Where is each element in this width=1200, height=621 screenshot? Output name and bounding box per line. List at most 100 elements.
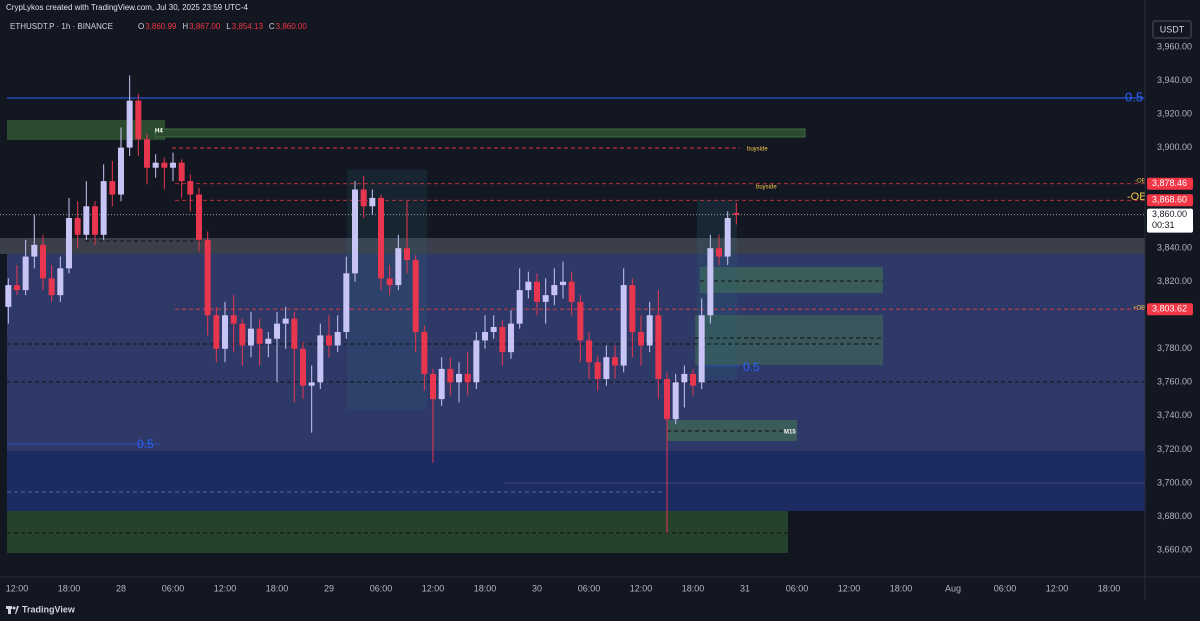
candle-body <box>91 206 98 235</box>
candle-body <box>421 332 428 374</box>
zone-blue <box>7 254 1145 451</box>
candle-body <box>412 259 419 333</box>
x-tick-label: 06:00 <box>786 583 809 593</box>
candle-body <box>256 328 263 344</box>
annotation: M15 <box>784 430 796 436</box>
annotation: 0.5 <box>137 437 154 451</box>
candle-body <box>395 248 402 286</box>
candle-body <box>464 373 471 383</box>
zone-dark-blue <box>7 451 1145 511</box>
zone-green <box>7 120 165 140</box>
last-price-label: 3,860.00 <box>1152 209 1187 219</box>
candle-body <box>629 285 636 333</box>
annotation: 0.5 <box>1125 89 1143 104</box>
candle-body <box>187 181 194 195</box>
candle-body <box>74 218 81 235</box>
currency: USDT <box>1160 24 1185 34</box>
candle-body <box>508 323 515 353</box>
ohlc-value: 3,854.13 <box>232 22 264 31</box>
x-tick-label: 18:00 <box>890 583 913 593</box>
candle-body <box>369 197 376 207</box>
countdown: 00:31 <box>1152 220 1175 230</box>
symbol: ETHUSDT.P · 1h · BINANCE <box>10 22 113 31</box>
candle-body <box>724 218 731 257</box>
candle-body <box>594 362 601 379</box>
candle-body <box>378 197 385 279</box>
candle-body <box>109 181 116 195</box>
x-tick-label: Aug <box>945 583 961 593</box>
x-tick-label: 31 <box>740 583 750 593</box>
candle-body <box>143 139 150 168</box>
brand: TradingView <box>22 604 76 614</box>
y-tick-label: 3,840.00 <box>1157 243 1192 253</box>
candle-body <box>230 315 237 324</box>
annotation: -OB <box>1135 179 1146 185</box>
y-tick-label: 3,940.00 <box>1157 75 1192 85</box>
candle-body <box>620 285 627 366</box>
candle-body <box>13 285 20 291</box>
candle-body <box>534 281 541 302</box>
ohlc-key: L <box>226 22 231 31</box>
ohlc-key: H <box>182 22 188 31</box>
y-tick-label: 3,660.00 <box>1157 544 1192 554</box>
zone-green <box>695 315 883 365</box>
candle-body <box>456 373 463 383</box>
x-tick-label: 18:00 <box>474 583 497 593</box>
candle-body <box>490 327 497 333</box>
credit: CrypLykos created with TradingView.com, … <box>6 3 248 12</box>
candle-body <box>716 248 723 257</box>
price-tag <box>1147 177 1193 190</box>
candle-body <box>178 162 185 182</box>
candle-body <box>646 315 653 346</box>
candle-body <box>117 147 124 195</box>
candle-body <box>499 327 506 353</box>
candle-body <box>430 373 437 400</box>
zone-green <box>154 128 806 138</box>
candle-body <box>707 248 714 316</box>
candle-body <box>291 318 298 349</box>
x-tick-label: 06:00 <box>162 583 185 593</box>
candle-body <box>525 281 532 291</box>
annotation: buyside <box>756 185 777 191</box>
candle-body <box>152 162 159 168</box>
candle-body <box>438 368 445 400</box>
x-tick-label: 18:00 <box>682 583 705 593</box>
candle-body <box>551 285 558 296</box>
candle-body <box>100 181 107 235</box>
candle-body <box>161 162 168 168</box>
ohlc-value: 3,867.00 <box>189 22 221 31</box>
candle-body <box>317 335 324 383</box>
candle-body <box>195 194 202 240</box>
y-tick-label: 3,680.00 <box>1157 511 1192 521</box>
candle-body <box>213 315 220 349</box>
price-tag <box>1147 303 1193 316</box>
annotation: 0.5 <box>743 360 760 374</box>
x-tick-label: 12:00 <box>1046 583 1069 593</box>
candles <box>5 75 740 534</box>
ohlc: O 3,860.99 H 3,867.00 L 3,854.13 C 3,860.00 <box>138 22 307 31</box>
candle-body <box>239 323 246 346</box>
candle-body <box>386 278 393 286</box>
candle-body <box>308 382 315 386</box>
candle-body <box>404 248 411 260</box>
zone-gray <box>0 238 1145 254</box>
levels <box>7 97 1145 534</box>
y-tick-label: 3,740.00 <box>1157 410 1192 420</box>
candle-body <box>577 301 584 341</box>
candle-body <box>83 206 90 235</box>
last-price-tag <box>1147 208 1193 233</box>
currency-box[interactable] <box>1152 20 1192 39</box>
candle-body <box>204 239 211 316</box>
axes: 3,660.00 3,680.00 3,700.00 3,720.00 3,740.00… <box>6 41 1193 593</box>
candle-body <box>447 368 454 383</box>
candle-body <box>360 189 367 207</box>
candle-body <box>690 373 697 386</box>
candle-body <box>265 338 272 344</box>
y-tick-label: 3,720.00 <box>1157 444 1192 454</box>
y-tick-label: 3,900.00 <box>1157 142 1192 152</box>
annotation: +OB <box>1133 306 1145 312</box>
price-tag-label: 3,803.62 <box>1152 304 1187 314</box>
candle-body <box>698 315 705 383</box>
candle-body <box>638 332 645 346</box>
